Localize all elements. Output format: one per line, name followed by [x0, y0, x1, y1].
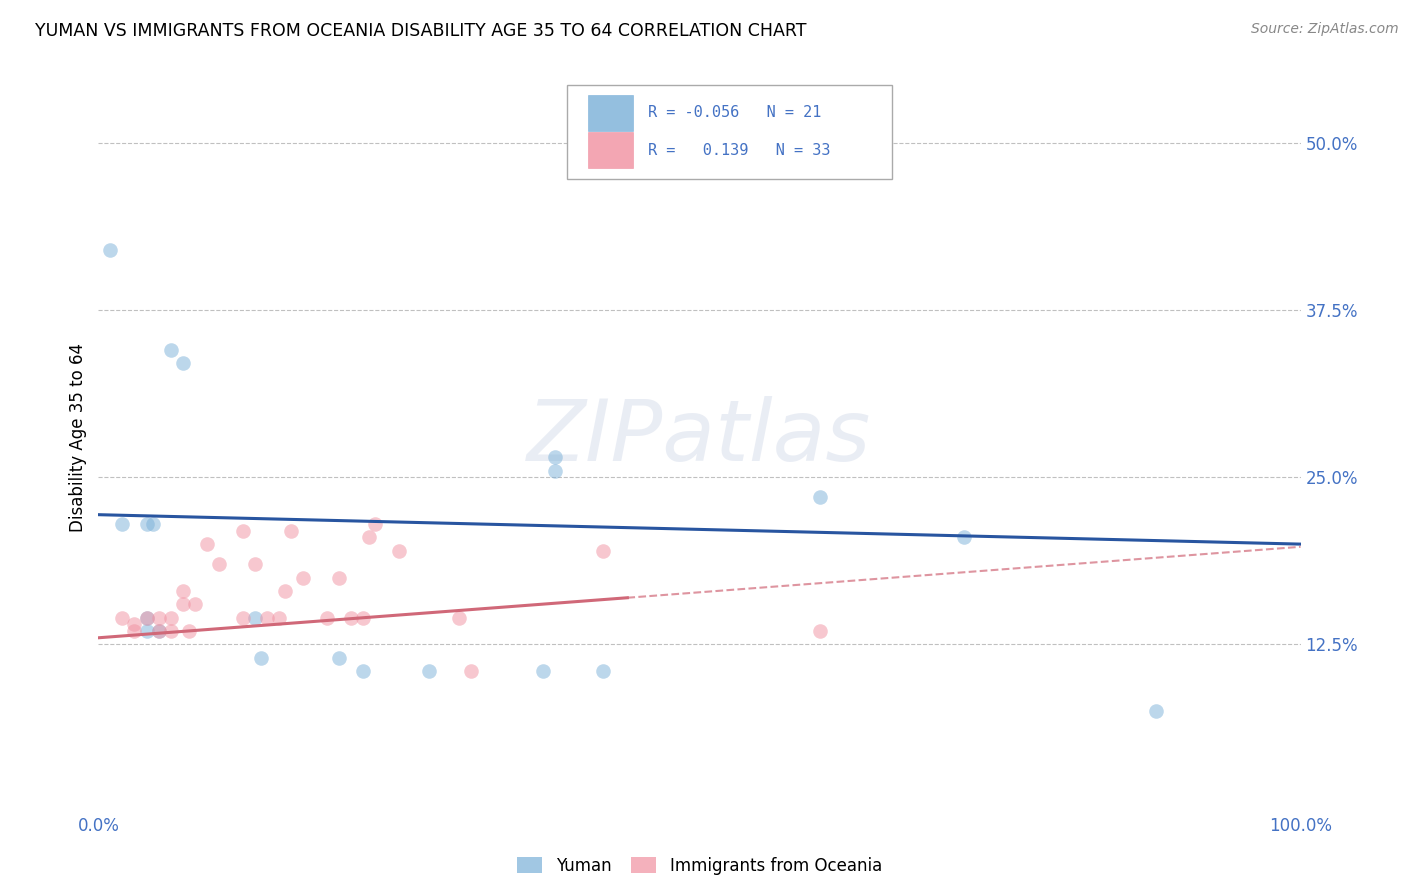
Point: [328, 651, 350, 665]
Point: [352, 664, 374, 679]
FancyBboxPatch shape: [588, 132, 633, 168]
Point: [172, 584, 194, 599]
Point: [592, 544, 614, 558]
Point: [159, 611, 181, 625]
Point: [135, 624, 157, 639]
Point: [100, 243, 122, 257]
Point: [388, 544, 411, 558]
Point: [148, 611, 170, 625]
Point: [328, 571, 350, 585]
Point: [232, 524, 254, 538]
Point: [159, 343, 181, 358]
Point: [357, 530, 380, 544]
Text: YUMAN VS IMMIGRANTS FROM OCEANIA DISABILITY AGE 35 TO 64 CORRELATION CHART: YUMAN VS IMMIGRANTS FROM OCEANIA DISABIL…: [35, 22, 807, 40]
Point: [1144, 705, 1167, 719]
Point: [124, 624, 146, 639]
Point: [249, 651, 271, 665]
Point: [544, 450, 567, 465]
Point: [460, 664, 482, 679]
Point: [243, 611, 266, 625]
Point: [447, 611, 470, 625]
Point: [195, 537, 218, 551]
Point: [159, 624, 181, 639]
FancyBboxPatch shape: [567, 85, 891, 178]
Point: [183, 598, 205, 612]
Point: [172, 356, 194, 371]
Point: [280, 524, 302, 538]
Point: [243, 557, 266, 572]
Point: [340, 611, 363, 625]
Point: [141, 517, 163, 532]
Legend: Yuman, Immigrants from Oceania: Yuman, Immigrants from Oceania: [517, 856, 882, 874]
Point: [953, 530, 976, 544]
Point: [291, 571, 314, 585]
Point: [135, 611, 157, 625]
Point: [808, 624, 831, 639]
Point: [544, 464, 567, 478]
Point: [808, 491, 831, 505]
Text: R =   0.139   N = 33: R = 0.139 N = 33: [648, 143, 831, 158]
Y-axis label: Disability Age 35 to 64: Disability Age 35 to 64: [69, 343, 87, 532]
Point: [148, 624, 170, 639]
Point: [418, 664, 440, 679]
Point: [111, 611, 134, 625]
Point: [124, 617, 146, 632]
Point: [208, 557, 231, 572]
Point: [592, 664, 614, 679]
Point: [364, 517, 387, 532]
Text: R = -0.056   N = 21: R = -0.056 N = 21: [648, 105, 821, 120]
Point: [531, 664, 554, 679]
Point: [111, 517, 134, 532]
Point: [172, 598, 194, 612]
Point: [267, 611, 290, 625]
Text: ZIPatlas: ZIPatlas: [527, 395, 872, 479]
FancyBboxPatch shape: [588, 95, 633, 130]
Point: [135, 611, 157, 625]
Point: [232, 611, 254, 625]
Point: [177, 624, 200, 639]
Point: [148, 624, 170, 639]
Point: [256, 611, 278, 625]
Point: [274, 584, 297, 599]
Point: [315, 611, 337, 625]
Text: Source: ZipAtlas.com: Source: ZipAtlas.com: [1251, 22, 1399, 37]
Point: [135, 517, 157, 532]
Point: [352, 611, 374, 625]
